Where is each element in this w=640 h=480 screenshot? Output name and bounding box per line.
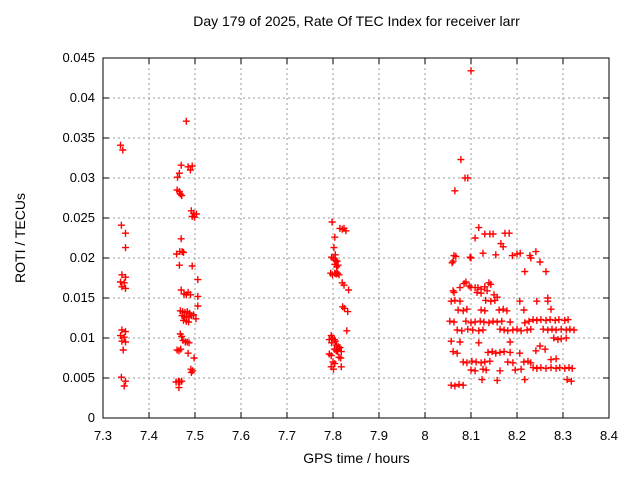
y-tick-label: 0.04 (70, 90, 95, 105)
x-tick-label: 7.9 (370, 428, 388, 443)
y-tick-label: 0.03 (70, 170, 95, 185)
x-tick-label: 8.1 (462, 428, 480, 443)
x-tick-label: 7.4 (140, 428, 158, 443)
x-tick-label: 7.5 (186, 428, 204, 443)
chart-title: Day 179 of 2025, Rate Of TEC Index for r… (193, 13, 520, 29)
y-axis-label: ROTI / TECUs (12, 193, 28, 283)
tick-marks (102, 57, 610, 419)
grid-lines (103, 58, 609, 418)
y-tick-label: 0.01 (70, 330, 95, 345)
y-tick-label: 0.005 (62, 370, 95, 385)
x-tick-label: 7.3 (94, 428, 112, 443)
x-tick-label: 8 (421, 428, 428, 443)
x-tick-label: 7.7 (278, 428, 296, 443)
y-tick-label: 0.02 (70, 250, 95, 265)
y-tick-label: 0.025 (62, 210, 95, 225)
x-tick-label: 7.8 (324, 428, 342, 443)
y-tick-label: 0.045 (62, 50, 95, 65)
x-tick-label: 8.2 (508, 428, 526, 443)
x-tick-label: 8.4 (600, 428, 618, 443)
y-tick-label: 0 (88, 410, 95, 425)
x-axis-label: GPS time / hours (303, 450, 410, 466)
scatter-points (117, 67, 578, 392)
plot-border (102, 57, 610, 419)
y-tick-label: 0.035 (62, 130, 95, 145)
y-tick-label: 0.015 (62, 290, 95, 305)
x-tick-label: 7.6 (232, 428, 250, 443)
x-tick-label: 8.3 (554, 428, 572, 443)
